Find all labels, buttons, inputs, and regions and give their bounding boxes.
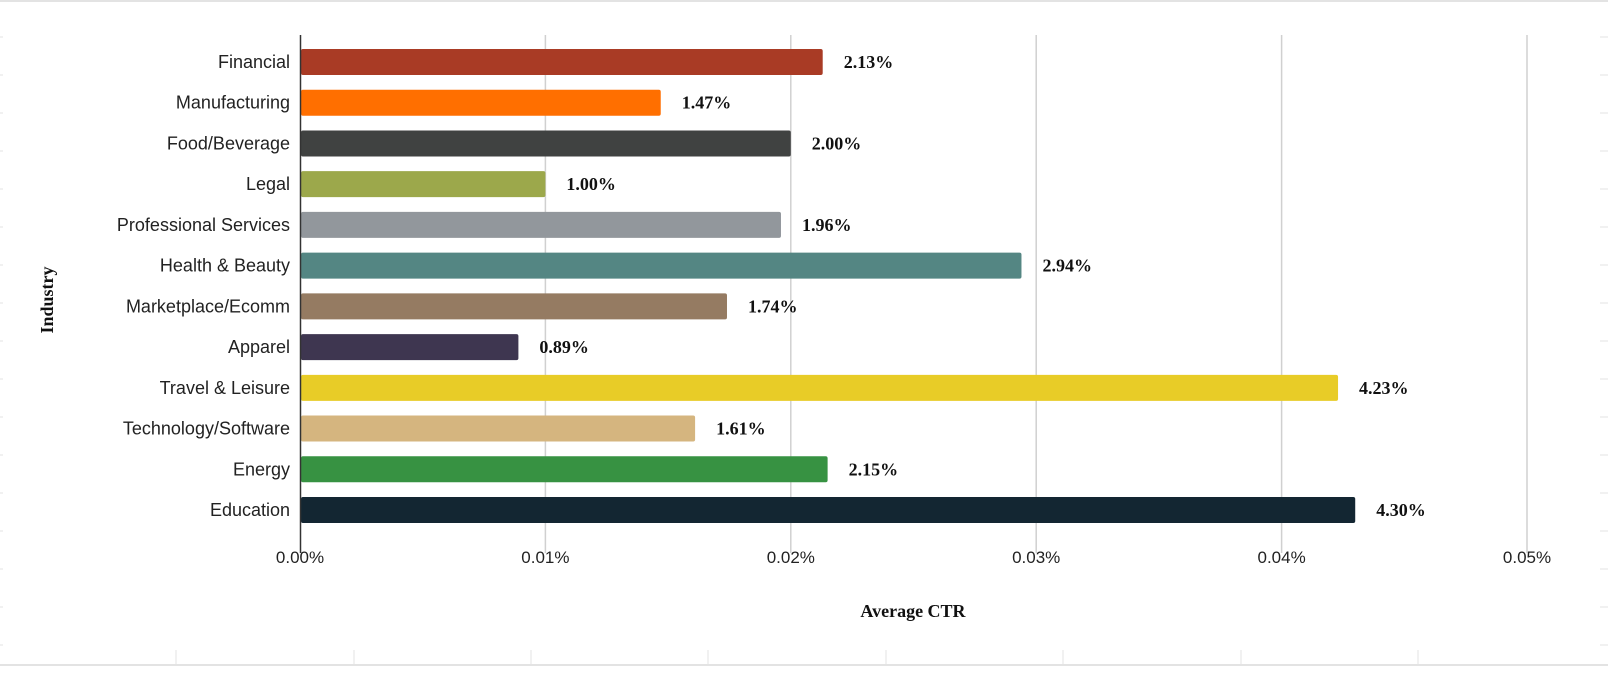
data-label: 2.00% (812, 133, 862, 153)
x-axis-title: Average CTR (860, 601, 966, 621)
data-label: 2.15% (849, 459, 899, 479)
data-label: 1.74% (748, 296, 798, 316)
category-label: Technology/Software (123, 419, 290, 439)
data-label: 2.94% (1042, 256, 1092, 276)
category-label: Professional Services (117, 215, 290, 235)
x-tick-label: 0.04% (1257, 548, 1305, 567)
data-label: 1.47% (682, 93, 732, 113)
category-label: Food/Beverage (167, 133, 290, 153)
category-label: Financial (218, 52, 290, 72)
x-tick-label: 0.02% (767, 548, 815, 567)
data-labels: 2.13% 1.47% 2.00% 1.00% 1.96% 2.94% 1.74% 0.89%… (539, 52, 1425, 520)
bar-legal (301, 171, 546, 198)
category-label: Legal (246, 174, 290, 194)
bar-manufacturing (301, 89, 661, 116)
data-label: 4.23% (1359, 378, 1409, 398)
data-label: 0.89% (539, 337, 589, 357)
bar-energy (301, 456, 828, 483)
data-label: 1.96% (802, 215, 852, 235)
data-label: 2.13% (844, 52, 894, 72)
bar-professional-services (301, 211, 781, 238)
sheet-background (0, 0, 1608, 666)
bar-food-beverage (301, 130, 791, 157)
bar-health-beauty (301, 252, 1022, 279)
data-label: 1.61% (716, 419, 766, 439)
bar-marketplace-ecomm (301, 293, 727, 320)
category-label: Travel & Leisure (160, 378, 290, 398)
bar-financial (301, 49, 823, 75)
bar-technology-software (301, 415, 696, 442)
bar-apparel (301, 334, 519, 361)
category-label: Health & Beauty (160, 256, 290, 276)
bar-travel-leisure (301, 374, 1339, 401)
x-tick-label: 0.01% (521, 548, 569, 567)
x-tick-labels: 0.00% 0.01% 0.02% 0.03% 0.04% 0.05% (276, 548, 1551, 567)
category-label: Apparel (228, 337, 290, 357)
category-label: Manufacturing (176, 93, 290, 113)
data-label: 1.00% (566, 174, 616, 194)
bars (301, 49, 1356, 523)
category-labels: Financial Manufacturing Food/Beverage Legal… (117, 52, 290, 520)
bar-education (301, 497, 1356, 523)
category-label: Energy (233, 459, 290, 479)
y-axis-title: Industry (37, 266, 57, 333)
category-label: Marketplace/Ecomm (126, 296, 290, 316)
data-label: 4.30% (1376, 500, 1426, 520)
x-tick-label: 0.00% (276, 548, 324, 567)
category-label: Education (210, 500, 290, 520)
x-tick-label: 0.03% (1012, 548, 1060, 567)
x-tick-label: 0.05% (1503, 548, 1551, 567)
